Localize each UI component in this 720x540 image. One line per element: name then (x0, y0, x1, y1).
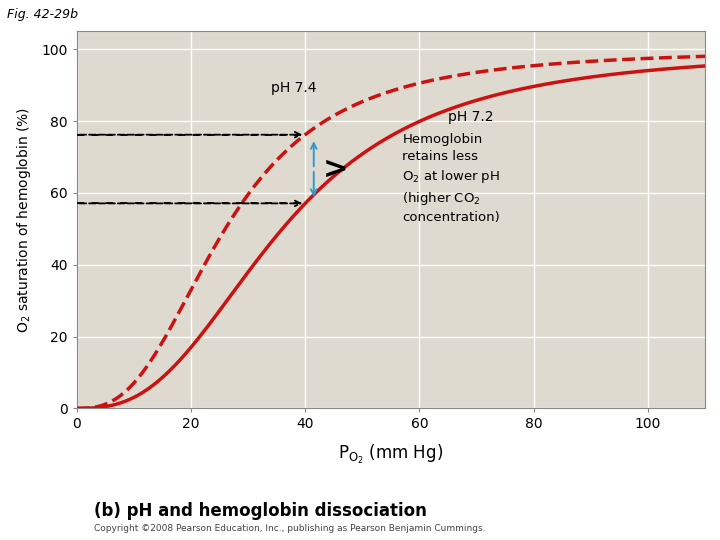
Text: pH 7.4: pH 7.4 (271, 81, 316, 95)
X-axis label: $\mathregular{P_{O_2}}$ (mm Hg): $\mathregular{P_{O_2}}$ (mm Hg) (338, 442, 444, 465)
Y-axis label: O$_2$ saturation of hemoglobin (%): O$_2$ saturation of hemoglobin (%) (15, 107, 33, 333)
Text: pH 7.2: pH 7.2 (448, 110, 493, 124)
Text: >: > (323, 154, 348, 184)
Text: Hemoglobin
retains less
O$_2$ at lower pH
(higher CO$_2$
concentration): Hemoglobin retains less O$_2$ at lower p… (402, 133, 500, 224)
Text: Copyright ©2008 Pearson Education, Inc., publishing as Pearson Benjamin Cummings: Copyright ©2008 Pearson Education, Inc.,… (94, 524, 485, 533)
Text: (b) pH and hemoglobin dissociation: (b) pH and hemoglobin dissociation (94, 502, 426, 520)
Text: Fig. 42-29b: Fig. 42-29b (7, 8, 78, 21)
